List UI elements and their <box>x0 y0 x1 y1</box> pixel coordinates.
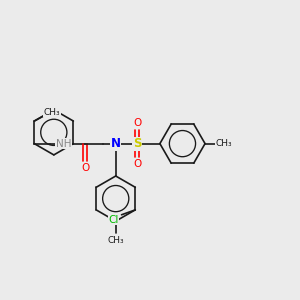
Text: CH₃: CH₃ <box>215 139 232 148</box>
Text: CH₃: CH₃ <box>107 236 124 245</box>
Text: O: O <box>133 159 141 169</box>
Text: Cl: Cl <box>109 215 119 225</box>
Text: S: S <box>133 137 142 150</box>
Text: NH: NH <box>56 139 71 148</box>
Text: O: O <box>81 163 89 173</box>
Text: N: N <box>111 137 121 150</box>
Text: CH₃: CH₃ <box>44 108 60 117</box>
Text: O: O <box>133 118 141 128</box>
